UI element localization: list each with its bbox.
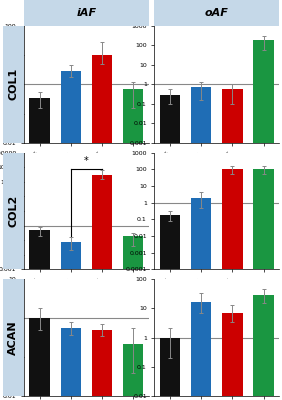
Bar: [191, 302, 211, 400]
Bar: [222, 313, 243, 400]
Text: COL1: COL1: [8, 68, 18, 100]
Bar: [222, 169, 243, 400]
Bar: [29, 98, 50, 400]
Bar: [92, 330, 112, 400]
Bar: [222, 89, 243, 400]
Text: COL2: COL2: [8, 195, 18, 227]
Bar: [29, 318, 50, 400]
Y-axis label: 2^-ΔΔCt normalized to Day 0: 2^-ΔΔCt normalized to Day 0: [0, 44, 1, 125]
Y-axis label: 2^-ΔΔCt normalized to Day 0: 2^-ΔΔCt normalized to Day 0: [0, 297, 1, 378]
Bar: [92, 55, 112, 400]
Bar: [61, 71, 81, 400]
Bar: [254, 40, 274, 400]
Bar: [29, 230, 50, 400]
Text: *: *: [84, 156, 89, 166]
Bar: [160, 94, 180, 400]
Bar: [123, 236, 143, 400]
Bar: [254, 169, 274, 400]
Text: iAF: iAF: [76, 8, 96, 18]
Text: ACAN: ACAN: [8, 320, 18, 355]
Bar: [160, 215, 180, 400]
Bar: [61, 328, 81, 400]
Bar: [123, 89, 143, 400]
Text: oAF: oAF: [205, 8, 229, 18]
Bar: [92, 175, 112, 400]
Bar: [191, 198, 211, 400]
Bar: [191, 87, 211, 400]
Bar: [123, 344, 143, 400]
Bar: [160, 338, 180, 400]
Bar: [254, 296, 274, 400]
Bar: [61, 242, 81, 400]
